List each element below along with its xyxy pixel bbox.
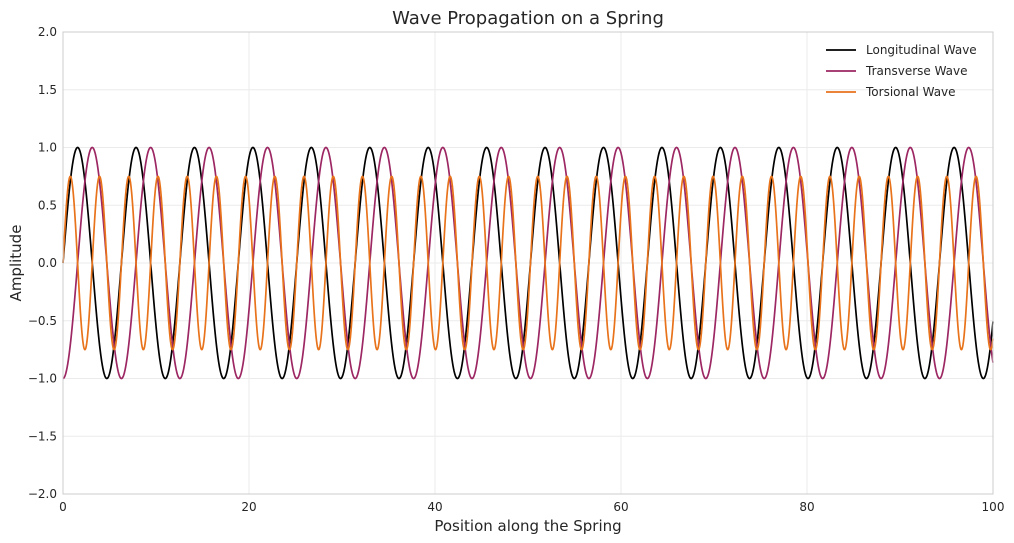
y-tick-label: −1.5 (28, 429, 57, 443)
legend-label: Torsional Wave (865, 85, 956, 99)
series-line-torsional-wave (62, 175, 994, 351)
y-tick-label: 0.5 (38, 198, 57, 212)
series-line-transverse-wave (62, 146, 994, 380)
y-tick-label: −2.0 (28, 487, 57, 501)
x-tick-label: 20 (241, 500, 256, 514)
y-tick-label: 2.0 (38, 25, 57, 39)
legend: Longitudinal Wave Transverse Wave Torsiona… (826, 43, 977, 99)
y-tick-label: 0.0 (38, 256, 57, 270)
y-axis-ticks: −2.0 −1.5 −1.0 −0.5 0.0 0.5 1.0 1.5 2.0 (28, 25, 57, 501)
legend-label: Transverse Wave (865, 64, 968, 78)
y-tick-label: 1.5 (38, 83, 57, 97)
legend-label: Longitudinal Wave (866, 43, 977, 57)
x-tick-label: 60 (613, 500, 628, 514)
series-lines (62, 146, 994, 380)
y-axis-label: Amplitude (7, 225, 25, 302)
x-tick-label: 40 (427, 500, 442, 514)
y-tick-label: −1.0 (28, 372, 57, 386)
x-tick-label: 80 (799, 500, 814, 514)
plot-frame (62, 31, 994, 495)
y-tick-label: −0.5 (28, 314, 57, 328)
x-tick-label: 0 (59, 500, 67, 514)
x-axis-label: Position along the Spring (434, 517, 621, 535)
y-tick-label: 1.0 (38, 141, 57, 155)
x-axis-ticks: 0 20 40 60 80 100 (59, 500, 1004, 514)
chart-title: Wave Propagation on a Spring (392, 8, 664, 29)
x-tick-label: 100 (982, 500, 1005, 514)
